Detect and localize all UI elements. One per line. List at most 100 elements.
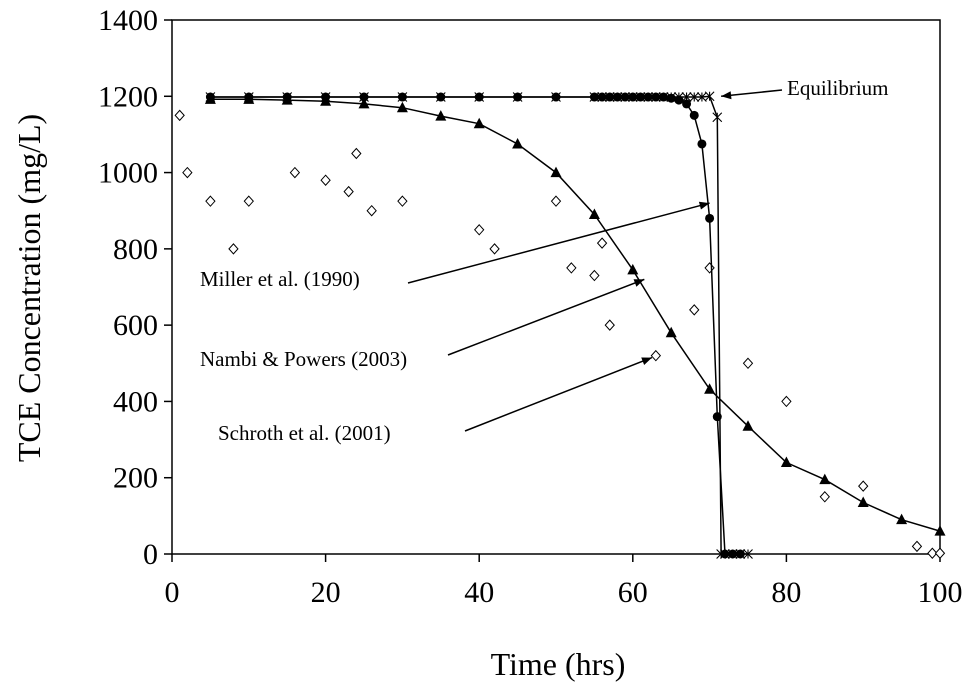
data-point: [550, 166, 562, 178]
data-point: [513, 92, 523, 102]
x-tick-label: 20: [311, 576, 341, 609]
data-point: [397, 92, 407, 102]
data-point: [819, 473, 831, 485]
data-point: [366, 204, 377, 217]
data-point: [927, 547, 938, 559]
y-tick-label: 1400: [98, 4, 158, 37]
data-point: [604, 319, 615, 331]
data-point: [358, 97, 370, 109]
data-point: [705, 213, 715, 223]
data-point: [720, 549, 730, 559]
data-point: [597, 92, 607, 102]
data-point: [244, 92, 254, 102]
data-point: [627, 263, 639, 275]
data-point: [589, 92, 599, 102]
annotation-arrow: [721, 89, 783, 98]
annotation: Miller et al. (1990): [200, 201, 710, 291]
arrowhead: [698, 201, 710, 210]
data-point: [512, 137, 524, 149]
annotation: Equilibrium: [721, 76, 889, 100]
annotation: Schroth et al. (2001): [218, 356, 653, 445]
data-point: [643, 92, 653, 102]
data-point: [689, 304, 700, 316]
data-point: [436, 92, 446, 102]
data-point: [612, 92, 622, 102]
data-point: [566, 262, 577, 274]
data-point: [550, 195, 562, 207]
data-point: [651, 92, 661, 102]
data-point: [682, 99, 692, 109]
x-tick-label: 0: [165, 576, 180, 609]
data-point: [397, 195, 408, 207]
data-point: [343, 185, 354, 198]
data-point: [320, 174, 331, 186]
data-point: [321, 92, 331, 102]
data-point: [474, 224, 485, 236]
data-point: [689, 110, 699, 120]
axes: 0 200 400 600 800 1000 1200 1400 0 20 40 60 80 100: [98, 4, 963, 609]
y-tick-label: 600: [113, 309, 158, 342]
data-point: [489, 243, 500, 255]
y-axis-title: TCE Concentration (mg/L): [11, 114, 47, 462]
data-point: [665, 326, 677, 338]
data-point: [628, 92, 638, 102]
x-tick-label: 80: [771, 576, 801, 609]
data-point: [728, 549, 738, 559]
annotation-arrow: [464, 356, 653, 432]
x-tick-label: 100: [918, 576, 963, 609]
series-line: [210, 96, 741, 555]
data-point: [858, 480, 869, 492]
series-miller-et-al-1990: [205, 92, 745, 559]
series-line: [210, 98, 941, 532]
data-point: [359, 92, 369, 102]
data-point: [289, 166, 301, 179]
data-point: [780, 456, 792, 467]
plot-frame: [171, 19, 941, 555]
y-tick-label: 800: [113, 233, 158, 266]
data-point: [704, 383, 716, 394]
annotation-label: Equilibrium: [787, 76, 889, 100]
data-point: [635, 92, 645, 102]
data-point: [435, 110, 447, 121]
data-point: [588, 208, 600, 220]
data-point: [605, 92, 615, 102]
arrowhead: [633, 279, 645, 287]
data-point: [396, 101, 408, 113]
data-series: [174, 91, 946, 559]
data-point: [182, 166, 193, 179]
data-point: [697, 139, 707, 149]
annotation-arrow: [447, 278, 645, 356]
data-point: [666, 93, 676, 103]
data-point: [781, 395, 792, 408]
data-point: [596, 237, 608, 249]
series-nambi-powers-2003: [204, 93, 946, 536]
y-tick-label: 1000: [98, 157, 158, 190]
data-point: [697, 92, 707, 102]
annotation-arrow: [407, 202, 710, 284]
data-point: [474, 92, 484, 102]
data-point: [473, 117, 485, 129]
data-point: [282, 92, 292, 102]
data-point: [704, 262, 715, 274]
data-point: [712, 412, 722, 422]
data-point: [911, 540, 923, 553]
data-point: [674, 95, 684, 105]
data-point: [704, 91, 715, 102]
annotation-label: Nambi & Powers (2003): [200, 347, 407, 371]
arrowhead: [721, 91, 732, 100]
x-tick-label: 60: [618, 576, 648, 609]
y-tick-label: 200: [113, 462, 158, 495]
x-axis-title: Time (hrs): [491, 646, 626, 682]
data-point: [205, 195, 216, 207]
series-schroth-et-al-2001: [174, 109, 946, 559]
data-point: [650, 349, 662, 362]
data-point: [934, 525, 946, 536]
data-point: [896, 513, 908, 525]
annotation-label: Schroth et al. (2001): [218, 421, 391, 445]
data-point: [659, 92, 669, 102]
data-point: [712, 112, 723, 123]
series-equilibrium: [205, 91, 753, 559]
data-point: [228, 243, 239, 255]
data-point: [819, 491, 830, 503]
data-point: [934, 547, 946, 559]
